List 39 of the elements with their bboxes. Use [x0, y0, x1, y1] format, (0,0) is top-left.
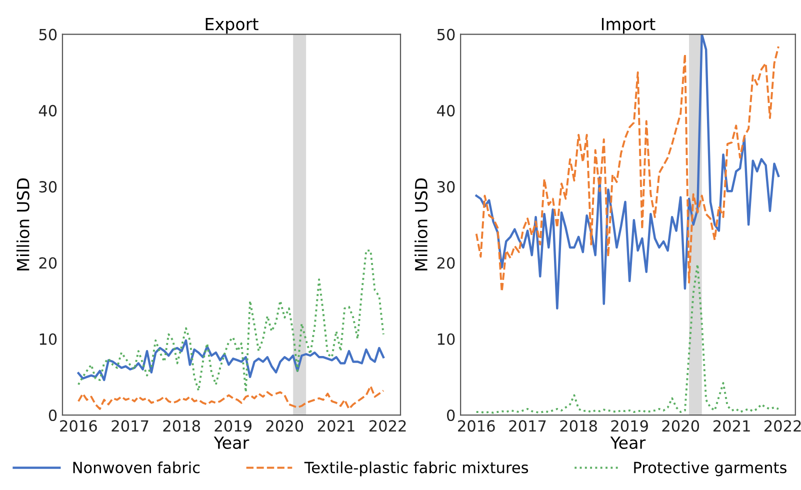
- y-tick-label: 30: [39, 181, 57, 193]
- y-tick-label: 20: [39, 257, 57, 269]
- y-axis-title: Million USD: [414, 178, 428, 270]
- y-tick-label: 0: [447, 409, 455, 422]
- x-axis-title: Year: [610, 436, 646, 449]
- x-tick-label: 2021: [713, 420, 750, 432]
- x-tick-label: 2018: [163, 420, 200, 432]
- x-tick-label: 2018: [560, 420, 597, 432]
- x-tick-label: 2019: [214, 420, 252, 432]
- legend-label: Protective garments: [634, 461, 786, 476]
- x-tick-label: 2017: [112, 420, 148, 432]
- x-tick-label: 2020: [662, 420, 700, 432]
- y-tick-label: 40: [437, 104, 455, 116]
- line-series: [77, 250, 384, 394]
- y-axis-title: Million USD: [16, 178, 30, 270]
- legend-label: Nonwoven fabric: [73, 461, 200, 474]
- x-tick-label: 2019: [611, 420, 648, 432]
- chart-title: Export: [206, 18, 258, 34]
- x-tick-label: 2016: [458, 420, 495, 432]
- legend-label: Textile-plastic fabric mixtures: [304, 461, 528, 476]
- y-tick-label: 20: [437, 257, 455, 269]
- x-axis-title: Year: [214, 436, 250, 449]
- y-tick-label: 10: [438, 333, 455, 345]
- y-tick-label: 50: [39, 28, 57, 40]
- line-series: [77, 385, 384, 410]
- x-tick-label: 2020: [266, 420, 304, 432]
- y-tick-label: 40: [38, 104, 57, 116]
- y-tick-label: 10: [40, 333, 57, 345]
- y-tick-label: 50: [437, 28, 455, 40]
- line-series: [475, 263, 780, 414]
- x-tick-label: 2022: [369, 420, 406, 432]
- x-tick-label: 2016: [60, 420, 97, 432]
- y-tick-label: 30: [437, 181, 455, 193]
- x-tick-label: 2017: [509, 420, 546, 432]
- x-tick-label: 2022: [764, 420, 801, 432]
- chart-title: Import: [602, 18, 656, 34]
- y-tick-label: 0: [48, 409, 57, 422]
- x-tick-label: 2021: [318, 420, 354, 432]
- line-series: [77, 339, 385, 382]
